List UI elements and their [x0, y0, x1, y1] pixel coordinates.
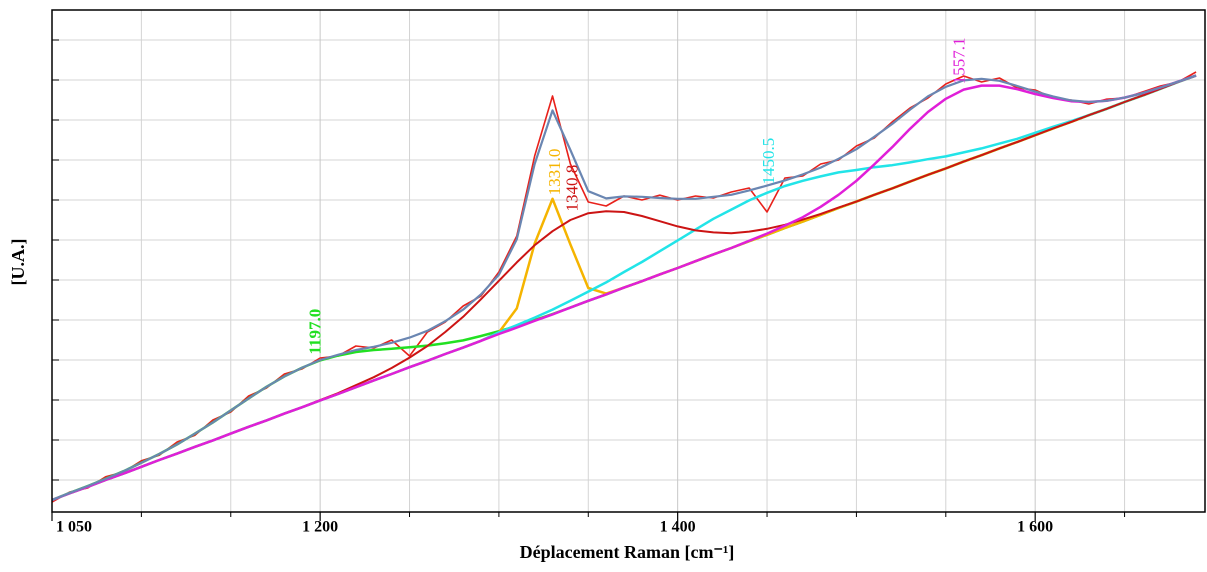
peak-label: 1340.8 [563, 165, 582, 212]
x-tick-label: 1 400 [660, 519, 696, 536]
series-line [51, 74, 1197, 502]
peak-label: 1331.0 [545, 149, 564, 196]
peak-label: 1450.5 [759, 138, 778, 185]
x-tick-label: 1 200 [302, 519, 338, 536]
x-tick-label: 1 600 [1017, 519, 1053, 536]
x-axis-title: Déplacement Raman [cm⁻¹] [520, 542, 735, 562]
y-axis-title: [U.A.] [8, 239, 28, 286]
peak-label: 1197.0 [306, 309, 325, 355]
x-tick-label: 1 050 [56, 519, 92, 536]
peak-label: 1557.1 [949, 38, 968, 85]
plot-frame [51, 9, 1206, 513]
series-line [51, 74, 1197, 502]
